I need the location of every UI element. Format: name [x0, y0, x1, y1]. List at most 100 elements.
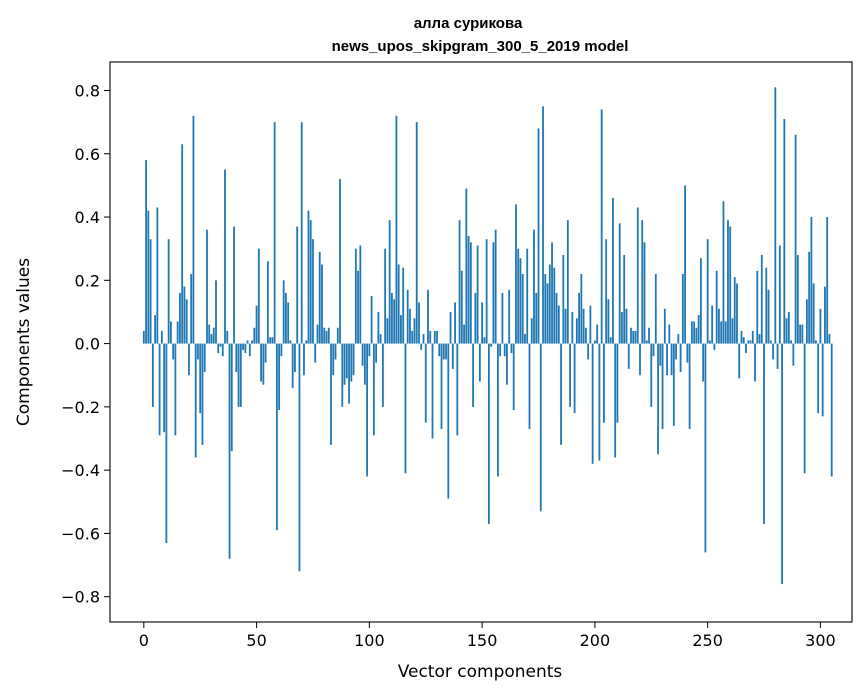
- y-tick-label: −0.8: [61, 588, 100, 607]
- bar-99: [366, 343, 368, 477]
- bar-227: [654, 273, 657, 344]
- bar-63: [285, 292, 287, 344]
- bar-228: [657, 343, 659, 455]
- bar-90: [345, 343, 348, 379]
- bar-123: [420, 343, 423, 350]
- bar-131: [438, 343, 441, 357]
- bar-181: [551, 242, 553, 344]
- bar-31: [212, 327, 215, 344]
- bar-61: [280, 343, 283, 357]
- bar-206: [607, 299, 610, 344]
- bar-187: [564, 308, 567, 344]
- bar-167: [519, 258, 522, 344]
- bar-103: [375, 343, 378, 363]
- bar-67: [294, 343, 296, 373]
- bar-93: [352, 343, 355, 376]
- bar-297: [812, 283, 815, 344]
- bar-0: [142, 330, 145, 344]
- bar-179: [546, 283, 549, 344]
- bar-60: [278, 343, 281, 411]
- bar-231: [663, 308, 666, 344]
- bar-235: [672, 343, 675, 426]
- bar-177: [542, 106, 544, 344]
- bar-137: [451, 343, 454, 369]
- bar-205: [605, 239, 608, 344]
- bar-112: [395, 115, 398, 344]
- bar-204: [603, 343, 605, 423]
- bar-224: [648, 327, 650, 344]
- bar-62: [282, 280, 285, 344]
- bar-7: [158, 343, 161, 436]
- bar-54: [264, 343, 267, 363]
- bar-72: [305, 340, 308, 344]
- bar-216: [630, 327, 632, 344]
- bar-207: [609, 337, 612, 344]
- bar-132: [440, 343, 443, 429]
- bar-25: [199, 343, 202, 414]
- bar-98: [363, 343, 366, 385]
- bar-111: [393, 299, 396, 344]
- bar-95: [357, 270, 359, 344]
- bar-245: [695, 327, 698, 344]
- bar-184: [557, 305, 560, 344]
- bar-34: [219, 343, 222, 347]
- bar-201: [596, 324, 599, 344]
- bar-9: [163, 343, 166, 433]
- bar-264: [738, 343, 741, 379]
- bar-133: [442, 343, 445, 360]
- bar-199: [591, 343, 594, 464]
- bar-203: [600, 109, 603, 344]
- bar-20: [188, 343, 190, 376]
- bar-263: [736, 283, 738, 344]
- bar-281: [776, 343, 779, 369]
- bar-39: [230, 343, 233, 452]
- bar-267: [745, 343, 747, 354]
- bar-78: [318, 251, 321, 344]
- bar-198: [589, 305, 592, 344]
- bar-195: [582, 308, 585, 344]
- bar-14: [174, 343, 177, 436]
- bar-242: [688, 343, 691, 429]
- bar-232: [666, 343, 668, 376]
- bar-189: [569, 343, 571, 407]
- bar-155: [492, 242, 495, 344]
- bar-65: [289, 340, 292, 344]
- x-tick-label: 100: [354, 631, 385, 650]
- bar-260: [729, 226, 732, 344]
- y-tick-label: −0.2: [61, 398, 100, 417]
- y-tick-label: 0.0: [75, 335, 100, 354]
- bar-226: [652, 343, 655, 357]
- chart-subtitle: news_upos_skipgram_300_5_2019 model: [332, 38, 629, 55]
- bar-80: [323, 327, 326, 344]
- bar-190: [571, 311, 574, 344]
- bar-287: [790, 340, 792, 344]
- bar-109: [388, 220, 391, 344]
- bar-59: [275, 343, 278, 531]
- bar-82: [327, 327, 330, 344]
- bar-285: [785, 318, 788, 344]
- bar-218: [634, 330, 637, 344]
- bar-246: [697, 315, 700, 344]
- bar-36: [224, 169, 226, 344]
- bar-126: [427, 289, 429, 344]
- bar-44: [242, 343, 244, 350]
- bar-88: [341, 343, 344, 407]
- bar-42: [237, 343, 240, 407]
- bar-41: [235, 343, 238, 373]
- bar-1: [145, 160, 147, 344]
- y-tick-label: 0.4: [75, 208, 100, 227]
- bar-81: [325, 330, 328, 344]
- bar-28: [206, 229, 208, 344]
- bar-241: [686, 343, 689, 363]
- bar-176: [539, 343, 542, 512]
- bar-237: [677, 334, 680, 344]
- bar-104: [377, 311, 380, 344]
- bar-191: [573, 343, 576, 414]
- bar-210: [616, 343, 619, 423]
- bar-3: [149, 239, 152, 344]
- bar-76: [314, 343, 317, 363]
- bars: [142, 87, 833, 585]
- bar-140: [458, 220, 461, 344]
- bar-194: [580, 273, 583, 344]
- bar-47: [248, 343, 251, 357]
